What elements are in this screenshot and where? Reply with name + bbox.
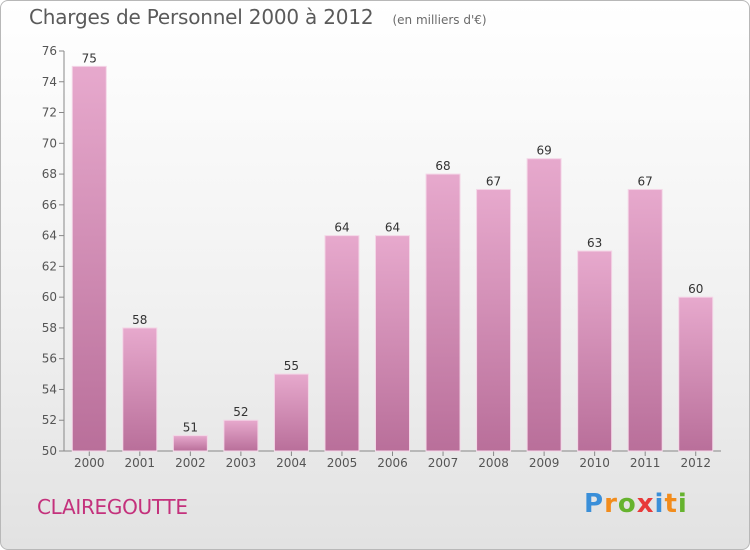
y-tick-label: 70 <box>42 136 57 150</box>
data-label: 68 <box>435 159 450 173</box>
y-tick-label: 66 <box>42 198 57 212</box>
x-tick-label: 2008 <box>478 456 509 470</box>
y-tick-label: 54 <box>42 382 57 396</box>
bar <box>375 235 410 452</box>
y-tick-label: 64 <box>42 229 57 243</box>
data-label: 58 <box>132 313 147 327</box>
y-tick-label: 52 <box>42 413 57 427</box>
x-tick-label: 2009 <box>529 456 560 470</box>
bar <box>577 250 613 452</box>
x-tick-label: 2007 <box>428 456 459 470</box>
y-tick-label: 68 <box>42 167 57 181</box>
x-tick-label: 2004 <box>276 456 307 470</box>
x-tick-label: 2000 <box>74 456 105 470</box>
x-tick-label: 2001 <box>125 456 156 470</box>
chart-axes: 50 52 54 56 58 60 62 64 66 68 70 72 74 76 2000 2001 2002… <box>42 44 721 470</box>
y-tick-label: 50 <box>42 444 57 458</box>
data-label: 67 <box>638 174 653 188</box>
bar <box>71 65 107 452</box>
logo-letter: i <box>654 489 665 519</box>
x-tick-label: 2003 <box>226 456 257 470</box>
commune-name: CLAIREGOUTTE <box>37 495 188 519</box>
x-tick-label: 2002 <box>175 456 206 470</box>
data-label: 64 <box>385 221 400 235</box>
logo-letter: r <box>604 489 618 519</box>
bar <box>526 158 562 452</box>
y-tick-label: 62 <box>42 259 57 273</box>
chart-bars <box>71 65 714 452</box>
x-tick-label: 2011 <box>630 456 661 470</box>
chart-subtitle: (en milliers d'€) <box>392 13 487 27</box>
bar <box>476 188 512 452</box>
data-label: 51 <box>183 421 198 435</box>
data-label: 52 <box>233 405 248 419</box>
logo-letter: x <box>636 489 655 519</box>
chart-data-labels: 75 58 51 52 55 64 64 68 67 69 63 67 60 <box>82 51 704 434</box>
chart-title: Charges de Personnel 2000 à 2012 <box>29 5 374 29</box>
logo-letter: i <box>677 489 688 519</box>
data-label: 75 <box>82 51 97 65</box>
bar <box>273 373 309 452</box>
bar <box>223 419 259 452</box>
bar <box>122 327 158 452</box>
data-label: 55 <box>284 359 299 373</box>
data-label: 67 <box>486 174 501 188</box>
data-label: 63 <box>587 236 602 250</box>
y-tick-label: 76 <box>42 44 57 58</box>
logo-letter: P <box>584 489 605 519</box>
data-label: 60 <box>688 282 703 296</box>
y-tick-label: 72 <box>42 106 57 120</box>
chart-title-row: Charges de Personnel 2000 à 2012 (en mil… <box>29 5 487 29</box>
y-tick-label: 60 <box>42 290 57 304</box>
bar <box>324 235 360 452</box>
data-label: 64 <box>334 221 349 235</box>
bar <box>678 296 714 452</box>
y-tick-label: 74 <box>42 75 57 89</box>
logo-letter: t <box>664 489 678 519</box>
y-tick-label: 56 <box>42 352 57 366</box>
y-tick-label: 58 <box>42 321 57 335</box>
x-tick-label: 2012 <box>680 456 711 470</box>
proxiti-logo[interactable]: Proxiti <box>584 489 688 519</box>
x-tick-label: 2005 <box>327 456 358 470</box>
x-tick-label: 2006 <box>377 456 408 470</box>
bar <box>172 435 208 452</box>
bar <box>425 173 461 452</box>
x-tick-label: 2010 <box>579 456 610 470</box>
data-label: 69 <box>536 144 551 158</box>
logo-letter: o <box>617 489 637 519</box>
bar <box>627 188 663 452</box>
